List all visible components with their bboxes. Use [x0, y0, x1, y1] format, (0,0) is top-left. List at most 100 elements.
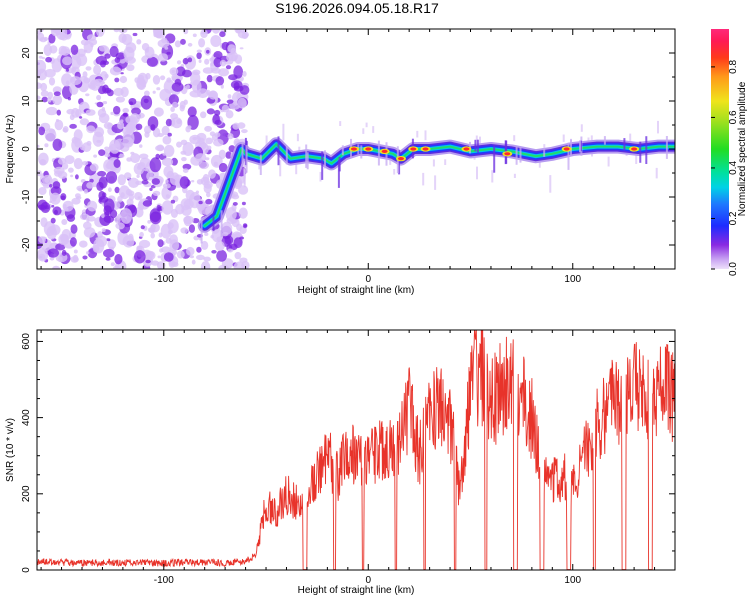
- ridge-streak: [259, 154, 262, 175]
- noise-blob: [180, 227, 188, 234]
- x-ticks: -100 0 100: [40, 330, 676, 586]
- ridge-streak: [385, 142, 388, 166]
- noise-blob: [192, 33, 197, 38]
- noise-blob: [39, 159, 46, 165]
- noise-blob: [38, 126, 46, 136]
- noise-blob: [49, 200, 53, 204]
- noise-blob: [195, 153, 207, 162]
- noise-blob: [110, 262, 115, 267]
- noise-blob: [73, 158, 83, 170]
- noise-blob: [150, 124, 156, 131]
- peak-core: [504, 152, 511, 156]
- noise-blob: [205, 198, 213, 205]
- noise-blob: [62, 127, 68, 133]
- noise-blob: [52, 181, 61, 189]
- noise-blob: [70, 55, 82, 70]
- noise-blob: [225, 65, 232, 70]
- noise-blob: [218, 149, 226, 160]
- noise-blob: [122, 107, 129, 114]
- noise-blob: [75, 109, 82, 118]
- noise-blob: [49, 183, 53, 188]
- noise-blob: [187, 57, 193, 63]
- noise-blob: [153, 107, 164, 117]
- noise-blob: [129, 101, 134, 106]
- noise-blob: [98, 196, 109, 203]
- noise-blob: [214, 132, 221, 138]
- noise-blob: [189, 255, 194, 259]
- noise-blob: [163, 144, 175, 157]
- noise-blob: [109, 66, 122, 76]
- x-axis-label: Height of straight line (km): [298, 285, 415, 296]
- noise-blob: [147, 116, 159, 130]
- noise-blob: [165, 237, 172, 244]
- noise-blob: [98, 176, 108, 189]
- noise-blob: [135, 180, 143, 185]
- noise-blob: [151, 178, 160, 185]
- noise-blob: [59, 33, 69, 41]
- ridge-streak: [665, 136, 668, 159]
- noise-blob: [61, 249, 67, 256]
- noise-blob: [161, 37, 168, 44]
- noise-blob: [181, 205, 192, 216]
- ridge-streak: [623, 138, 626, 151]
- noise-blob: [101, 213, 105, 218]
- ridge-streak: [306, 152, 309, 170]
- noise-blob: [52, 94, 63, 106]
- noise-blob: [179, 176, 190, 189]
- noise-blob: [83, 189, 88, 194]
- noise-blob: [196, 254, 205, 261]
- noise-smear: [339, 121, 342, 126]
- noise-blob: [220, 84, 224, 89]
- noise-smear: [678, 160, 680, 165]
- noise-blob: [215, 240, 225, 252]
- ridge-streak: [567, 142, 570, 170]
- noise-blob: [67, 97, 71, 101]
- noise-blob: [95, 29, 105, 37]
- noise-smear: [243, 169, 246, 188]
- y-axis-label: SNR (10 * v/v): [5, 418, 16, 482]
- noise-blob: [122, 235, 135, 248]
- noise-blob: [134, 250, 146, 264]
- noise-blob: [150, 232, 155, 239]
- x-tick-label: -100: [154, 575, 174, 586]
- noise-blob: [218, 162, 228, 173]
- noise-blob: [200, 240, 209, 250]
- y-ticks: 0 200 400 600: [21, 333, 675, 573]
- colorbar-tick-label: 0.0: [728, 262, 739, 276]
- noise-blob: [174, 40, 181, 48]
- noise-smear: [607, 156, 610, 167]
- noise-blob: [140, 95, 153, 110]
- x-tick-label: -100: [154, 274, 174, 285]
- noise-blob: [134, 207, 144, 218]
- noise-blob: [149, 187, 153, 191]
- noise-blob: [126, 64, 135, 72]
- noise-blob: [210, 35, 222, 47]
- ridge-streak: [324, 150, 326, 169]
- noise-smear: [265, 135, 268, 147]
- noise-smear: [432, 159, 435, 167]
- noise-blob: [50, 29, 61, 37]
- noise-smear: [549, 175, 552, 193]
- noise-blob: [149, 211, 162, 225]
- noise-smear: [629, 133, 632, 148]
- ridge-streak: [579, 140, 581, 153]
- noise-blob: [234, 251, 242, 260]
- noise-smear: [475, 135, 478, 148]
- noise-blob: [180, 38, 186, 45]
- noise-blob: [219, 59, 227, 67]
- noise-blob: [196, 88, 209, 99]
- noise-blob: [165, 118, 172, 127]
- noise-smear: [424, 130, 427, 141]
- noise-smear: [513, 173, 516, 178]
- noise-blob: [150, 223, 160, 233]
- noise-blob: [54, 209, 58, 215]
- ridge-streak: [277, 136, 280, 166]
- noise-blob: [114, 77, 120, 83]
- noise-blob: [215, 76, 225, 86]
- noise-blob: [60, 193, 67, 201]
- noise-blob: [139, 239, 151, 249]
- noise-blob: [227, 248, 234, 253]
- noise-blob: [218, 68, 230, 77]
